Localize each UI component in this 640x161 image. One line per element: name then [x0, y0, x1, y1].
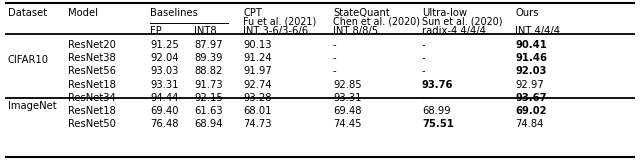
Text: 74.73: 74.73	[243, 119, 271, 129]
Text: 92.74: 92.74	[243, 80, 271, 90]
Text: Fu et al. (2021): Fu et al. (2021)	[243, 16, 316, 26]
Text: INT 4/4/4: INT 4/4/4	[515, 26, 560, 36]
Text: Model: Model	[68, 8, 98, 18]
Text: INT 8/8/5: INT 8/8/5	[333, 26, 378, 36]
Text: -: -	[333, 53, 337, 63]
Text: -: -	[422, 53, 426, 63]
Text: ResNet34: ResNet34	[68, 93, 116, 103]
Text: ResNet20: ResNet20	[68, 40, 116, 50]
Text: 69.48: 69.48	[333, 106, 362, 116]
Text: 94.44: 94.44	[150, 93, 179, 103]
Text: ResNet38: ResNet38	[68, 53, 116, 63]
Text: 91.46: 91.46	[515, 53, 547, 63]
Text: 68.99: 68.99	[422, 106, 451, 116]
Text: 88.82: 88.82	[194, 66, 222, 76]
Text: ResNet18: ResNet18	[68, 80, 116, 90]
Text: 92.85: 92.85	[333, 80, 362, 90]
Text: ImageNet: ImageNet	[8, 101, 56, 111]
Text: 93.28: 93.28	[243, 93, 271, 103]
Text: 93.76: 93.76	[422, 80, 454, 90]
Text: 92.03: 92.03	[515, 66, 547, 76]
Text: 75.51: 75.51	[422, 119, 454, 129]
Text: -: -	[422, 40, 426, 50]
Text: StateQuant: StateQuant	[333, 8, 390, 18]
Text: 91.24: 91.24	[243, 53, 271, 63]
Text: 93.67: 93.67	[515, 93, 547, 103]
Text: 90.13: 90.13	[243, 40, 271, 50]
Text: 69.40: 69.40	[150, 106, 179, 116]
Text: 93.31: 93.31	[150, 80, 179, 90]
Text: 68.94: 68.94	[194, 119, 223, 129]
Text: CPT: CPT	[243, 8, 262, 18]
Text: 91.25: 91.25	[150, 40, 179, 50]
Text: INT8: INT8	[194, 26, 216, 36]
Text: ResNet56: ResNet56	[68, 66, 116, 76]
Text: Ultra-low: Ultra-low	[422, 8, 467, 18]
Text: INT 3-6/3-6/6: INT 3-6/3-6/6	[243, 26, 308, 36]
Text: 89.39: 89.39	[194, 53, 223, 63]
Text: 92.04: 92.04	[150, 53, 179, 63]
Text: -: -	[422, 93, 426, 103]
Text: 87.97: 87.97	[194, 40, 223, 50]
Text: Chen et al. (2020): Chen et al. (2020)	[333, 16, 420, 26]
Text: radix-4 4/4/4: radix-4 4/4/4	[422, 26, 486, 36]
Text: -: -	[333, 40, 337, 50]
Text: -: -	[422, 66, 426, 76]
Text: 76.48: 76.48	[150, 119, 179, 129]
Text: -: -	[333, 66, 337, 76]
Text: 92.97: 92.97	[515, 80, 544, 90]
Text: 69.02: 69.02	[515, 106, 547, 116]
Text: 68.01: 68.01	[243, 106, 271, 116]
Text: 61.63: 61.63	[194, 106, 223, 116]
Text: 93.03: 93.03	[150, 66, 179, 76]
Text: 91.97: 91.97	[243, 66, 272, 76]
Text: FP: FP	[150, 26, 162, 36]
Text: 92.15: 92.15	[194, 93, 223, 103]
Text: ResNet18: ResNet18	[68, 106, 116, 116]
Text: Ours: Ours	[515, 8, 538, 18]
Text: 90.41: 90.41	[515, 40, 547, 50]
Text: Dataset: Dataset	[8, 8, 47, 18]
Text: ResNet50: ResNet50	[68, 119, 116, 129]
Text: Sun et al. (2020): Sun et al. (2020)	[422, 16, 502, 26]
Text: 74.45: 74.45	[333, 119, 362, 129]
Text: 91.73: 91.73	[194, 80, 223, 90]
Text: CIFAR10: CIFAR10	[8, 55, 49, 65]
Text: Baselines: Baselines	[150, 8, 198, 18]
Text: 74.84: 74.84	[515, 119, 543, 129]
Text: 93.31: 93.31	[333, 93, 362, 103]
